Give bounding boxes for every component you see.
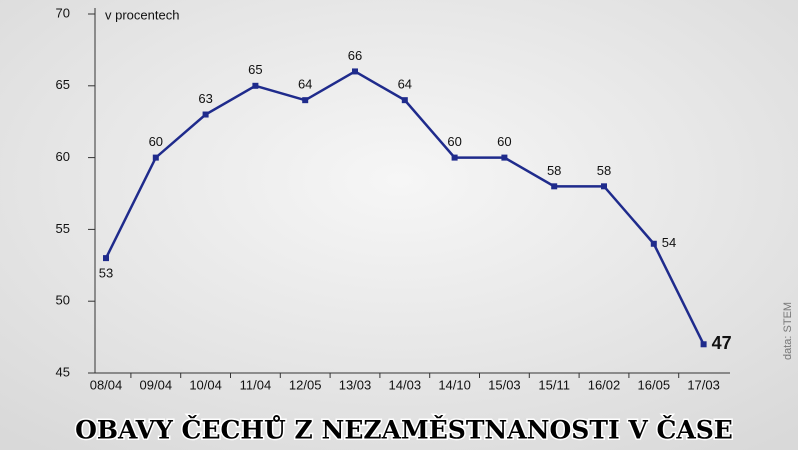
x-tick-label: 17/03 [687,377,720,392]
x-tick-label: 16/02 [588,377,621,392]
point [451,154,458,161]
value-label: 63 [198,91,212,106]
y-tick-label: 60 [56,149,70,164]
point [700,341,707,348]
x-tick-label: 14/03 [389,377,422,392]
chart-title: OBAVY ČECHŮ Z NEZAMĚSTNANOSTI V ČASE [75,416,733,445]
value-label: 53 [99,266,113,281]
y-tick-label: 55 [56,221,70,236]
x-tick-label: 11/04 [240,377,272,392]
x-tick-label: 15/11 [538,377,570,392]
point [650,240,657,247]
y-tick-label: 70 [56,5,70,20]
x-tick-label: 09/04 [140,377,173,392]
value-label: 60 [497,134,511,149]
point [352,68,358,75]
y-tick-label: 45 [56,364,70,379]
x-tick-label: 14/10 [438,377,471,392]
value-label: 66 [348,48,362,63]
y-tick-label: 50 [56,293,70,308]
x-tick-label: 10/04 [189,377,222,392]
value-label: 60 [447,134,461,149]
point [601,183,607,190]
x-tick-label: 08/04 [90,377,123,392]
value-label: 58 [597,163,611,178]
value-label: 65 [248,62,262,77]
point [252,82,259,89]
x-tick-label: 16/05 [638,377,671,392]
value-label: 58 [547,163,561,178]
x-tick-label: 15/03 [488,377,521,392]
point [202,111,209,118]
x-tick-label: 12/05 [289,377,322,392]
point [152,154,159,161]
y-axis-label: v procentech [105,7,179,22]
value-label: 54 [662,235,676,250]
point [103,255,109,262]
point [551,183,558,190]
point [302,97,309,104]
value-label: 64 [298,77,312,92]
y-tick-label: 65 [56,77,70,92]
source: data: STEM [782,302,794,360]
point [401,97,408,104]
value-label: 60 [149,134,163,149]
value-label: 47 [712,333,732,353]
x-tick-label: 13/03 [339,377,372,392]
value-label: 64 [398,77,412,92]
point [501,154,508,161]
